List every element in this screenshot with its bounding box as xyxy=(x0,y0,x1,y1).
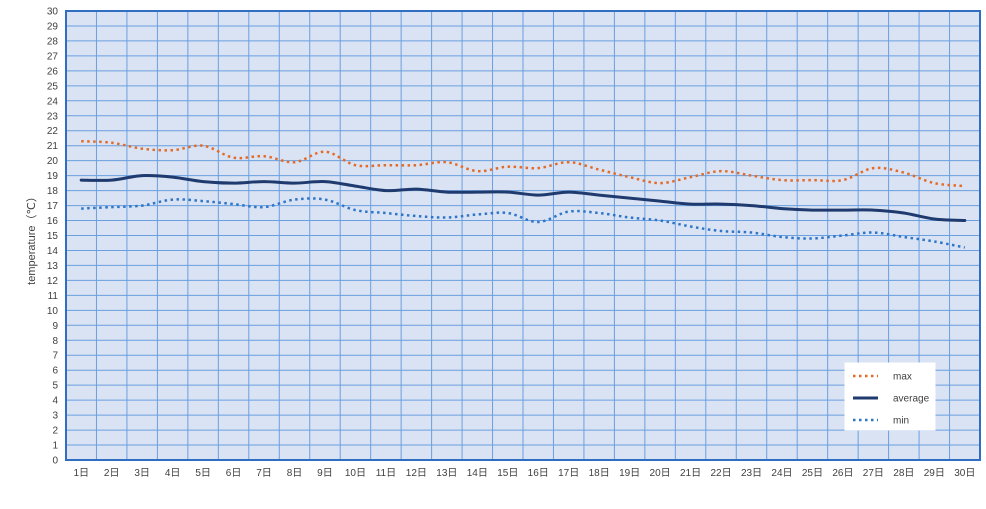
y-tick-label: 29 xyxy=(47,21,59,32)
x-tick-label: 10日 xyxy=(345,468,366,479)
legend-label-min: min xyxy=(893,416,909,427)
y-tick-label: 14 xyxy=(47,246,59,257)
x-tick-label: 3日 xyxy=(134,468,150,479)
x-axis-ticks: 1日 2日 3日 4日 5日 6日 7日 8日 9日 10日 11日 12日 13日 14日 15日 16日 1… xyxy=(73,468,975,479)
y-tick-label: 0 xyxy=(52,456,58,467)
y-tick-label: 22 xyxy=(47,126,59,137)
x-tick-label: 7日 xyxy=(256,468,272,479)
x-tick-label: 25日 xyxy=(802,468,823,479)
y-tick-label: 18 xyxy=(47,186,59,197)
x-tick-label: 22日 xyxy=(710,468,731,479)
y-axis-ticks: 0123456789101112131415161718192021222324… xyxy=(47,7,59,467)
y-axis-title: temperature（℃） xyxy=(25,191,38,285)
series-line-min xyxy=(81,197,966,249)
x-tick-label: 4日 xyxy=(165,468,181,479)
x-tick-label: 19日 xyxy=(619,468,640,479)
x-tick-label: 28日 xyxy=(893,468,914,479)
y-tick-label: 7 xyxy=(52,351,58,362)
x-tick-label: 11日 xyxy=(376,468,396,479)
y-tick-label: 9 xyxy=(52,321,58,332)
x-tick-label: 20日 xyxy=(650,468,671,479)
y-tick-label: 28 xyxy=(47,36,59,47)
x-tick-label: 14日 xyxy=(467,468,488,479)
x-tick-label: 23日 xyxy=(741,468,762,479)
x-tick-label: 29日 xyxy=(924,468,945,479)
y-tick-label: 10 xyxy=(47,306,59,317)
y-tick-label: 27 xyxy=(47,51,59,62)
y-tick-label: 26 xyxy=(47,66,59,77)
y-tick-label: 8 xyxy=(52,336,58,347)
y-tick-label: 1 xyxy=(52,441,58,452)
y-tick-label: 25 xyxy=(47,81,59,92)
x-tick-label: 18日 xyxy=(589,468,610,479)
legend-label-max: max xyxy=(893,372,912,383)
x-tick-label: 1日 xyxy=(73,468,89,479)
y-tick-label: 23 xyxy=(47,111,59,122)
x-tick-label: 15日 xyxy=(497,468,518,479)
y-tick-label: 12 xyxy=(47,276,59,287)
x-tick-label: 12日 xyxy=(406,468,427,479)
y-tick-label: 19 xyxy=(47,171,59,182)
y-tick-label: 3 xyxy=(52,411,58,422)
legend: max average min xyxy=(844,362,936,431)
y-tick-label: 16 xyxy=(47,216,59,227)
y-tick-label: 30 xyxy=(47,7,59,18)
x-tick-label: 30日 xyxy=(954,468,975,479)
y-tick-label: 4 xyxy=(52,396,58,407)
x-tick-label: 24日 xyxy=(771,468,792,479)
x-tick-label: 2日 xyxy=(104,468,120,479)
series-lines xyxy=(79,139,967,249)
y-tick-label: 13 xyxy=(47,261,59,272)
legend-label-average: average xyxy=(893,394,930,405)
y-tick-label: 21 xyxy=(47,141,59,152)
x-tick-label: 8日 xyxy=(287,468,303,479)
series-line-average xyxy=(79,173,967,222)
y-tick-label: 2 xyxy=(52,426,58,437)
series-line-max xyxy=(81,139,965,188)
y-tick-label: 20 xyxy=(47,156,59,167)
y-tick-label: 5 xyxy=(52,381,58,392)
x-tick-label: 13日 xyxy=(436,468,457,479)
y-tick-label: 15 xyxy=(47,231,59,242)
x-tick-label: 5日 xyxy=(195,468,211,479)
x-tick-label: 27日 xyxy=(863,468,884,479)
y-tick-label: 17 xyxy=(47,201,59,212)
x-tick-label: 26日 xyxy=(832,468,853,479)
x-tick-label: 16日 xyxy=(528,468,549,479)
y-tick-label: 11 xyxy=(48,291,59,302)
y-tick-label: 6 xyxy=(52,366,58,377)
x-tick-label: 6日 xyxy=(226,468,242,479)
x-tick-label: 21日 xyxy=(680,468,701,479)
y-tick-label: 24 xyxy=(47,96,59,107)
plot-frame xyxy=(65,10,981,461)
x-tick-label: 9日 xyxy=(317,468,333,479)
x-tick-label: 17日 xyxy=(558,468,579,479)
